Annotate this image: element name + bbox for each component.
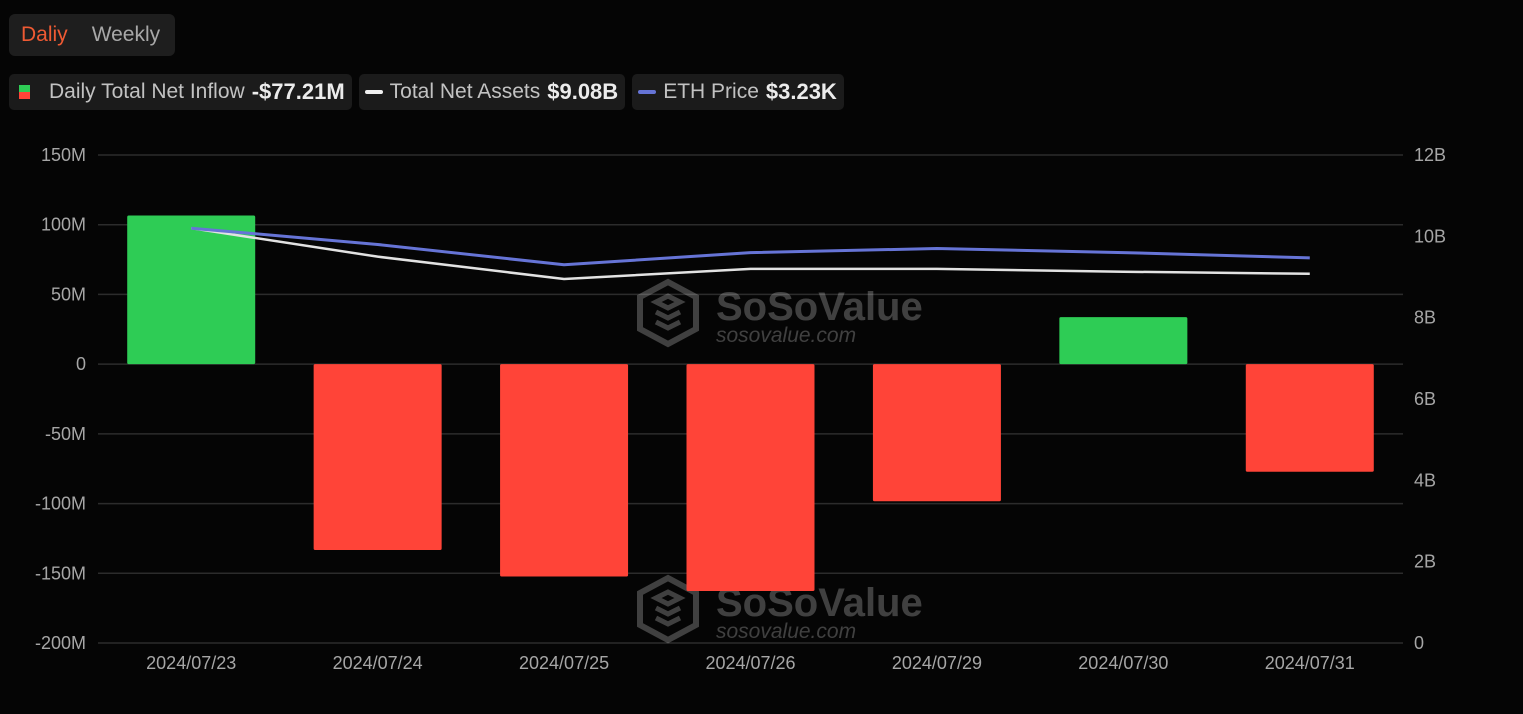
inflow-bar xyxy=(1245,364,1374,472)
legend-net-inflow[interactable]: Daily Total Net Inflow -$77.21M xyxy=(9,74,352,110)
y-right-tick-label: 12B xyxy=(1414,145,1446,165)
y-left-tick-label: -150M xyxy=(35,563,86,583)
bars xyxy=(127,215,1374,591)
chart-legend: Daily Total Net Inflow -$77.21M Total Ne… xyxy=(9,74,844,110)
inflow-bar xyxy=(686,364,815,591)
y-right-tick-label: 6B xyxy=(1414,389,1436,409)
x-tick-label: 2024/07/30 xyxy=(1078,653,1168,673)
period-tabs: Daliy Weekly xyxy=(9,14,175,56)
legend-eth-price-label: ETH Price xyxy=(663,80,759,103)
y-left-tick-label: -100M xyxy=(35,494,86,514)
x-tick-label: 2024/07/24 xyxy=(333,653,423,673)
y-left-tick-label: 150M xyxy=(41,145,86,165)
legend-eth-price-value: $3.23K xyxy=(765,79,837,104)
legend-net-assets[interactable]: Total Net Assets $9.08B xyxy=(358,74,626,110)
inflow-bar xyxy=(1059,317,1188,365)
x-tick-label: 2024/07/26 xyxy=(705,653,795,673)
eth-price-line xyxy=(191,226,1310,267)
x-tick-label: 2024/07/25 xyxy=(519,653,609,673)
logo-mark-icon xyxy=(650,293,686,331)
y-left-tick-label: 50M xyxy=(51,284,86,304)
eth-price-line-icon xyxy=(638,90,657,94)
inflow-bar xyxy=(500,364,629,577)
legend-eth-price[interactable]: ETH Price $3.23K xyxy=(632,74,844,110)
tab-daily[interactable]: Daliy xyxy=(21,23,68,46)
net-assets-line xyxy=(191,226,1310,281)
watermark-brand: SoSoValue xyxy=(716,285,923,329)
y-left-tick-label: -200M xyxy=(35,633,86,653)
watermark-url: sosovalue.com xyxy=(716,620,856,643)
axis-labels: 150M 100M 50M 0 -50M -100M -150M -200M 12B 10B 8B 6… xyxy=(35,145,1446,673)
legend-net-inflow-label: Daily Total Net Inflow xyxy=(49,80,245,103)
x-tick-label: 2024/07/29 xyxy=(892,653,982,673)
inflow-bar xyxy=(872,364,1001,502)
lines xyxy=(191,226,1310,281)
inflow-bar xyxy=(127,215,256,365)
y-right-tick-label: 4B xyxy=(1414,470,1436,490)
legend-net-assets-label: Total Net Assets xyxy=(389,80,541,103)
y-right-tick-label: 0 xyxy=(1414,633,1424,653)
y-left-tick-label: 100M xyxy=(41,215,86,235)
inflow-swatch-icon xyxy=(19,85,30,99)
y-left-tick-label: -50M xyxy=(45,424,86,444)
x-tick-label: 2024/07/23 xyxy=(146,653,236,673)
inflow-bar xyxy=(313,364,442,551)
watermark: SoSoValuesosovalue.comSoSoValuesosovalue… xyxy=(637,278,923,644)
logo-mark-icon xyxy=(650,589,686,627)
watermark-url: sosovalue.com xyxy=(716,324,856,347)
y-right-tick-label: 2B xyxy=(1414,552,1436,572)
y-right-tick-label: 8B xyxy=(1414,308,1436,328)
y-left-tick-label: 0 xyxy=(76,354,86,374)
logo-hexagon-icon xyxy=(637,574,699,644)
net-assets-line-icon xyxy=(364,90,383,94)
x-tick-label: 2024/07/31 xyxy=(1265,653,1355,673)
y-right-tick-label: 10B xyxy=(1414,226,1446,246)
tab-weekly[interactable]: Weekly xyxy=(91,23,161,46)
logo-hexagon-icon xyxy=(637,278,699,348)
legend-net-assets-value: $9.08B xyxy=(547,79,619,104)
legend-net-inflow-value: -$77.21M xyxy=(251,79,345,104)
